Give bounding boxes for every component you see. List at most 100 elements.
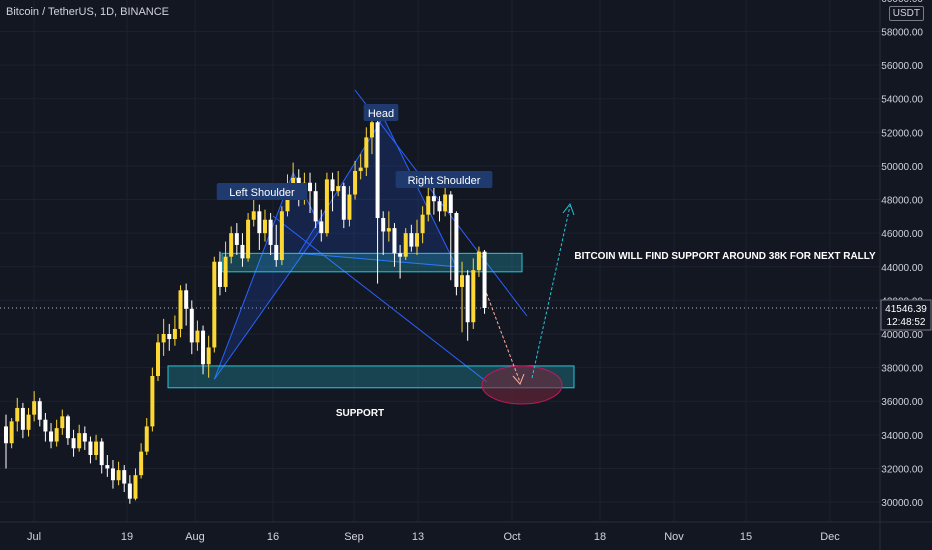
candle-body xyxy=(257,211,262,234)
annotation-labels: Head Left Shoulder Right Shoulder SUPPORT BI… xyxy=(216,104,876,419)
candle-body xyxy=(167,334,172,340)
candle xyxy=(26,407,31,437)
candle-body xyxy=(94,441,99,455)
candle-body xyxy=(420,214,425,234)
candle xyxy=(234,223,239,256)
y-tick-label: 58000.00 xyxy=(881,28,923,39)
candle xyxy=(195,320,200,351)
candle-body xyxy=(43,419,48,432)
candle xyxy=(465,270,470,341)
y-tick-label: 40000.00 xyxy=(881,330,923,341)
candle-body xyxy=(4,426,8,444)
x-tick-label: 19 xyxy=(121,531,133,543)
candle-body xyxy=(184,290,189,309)
price-axis: 30000.00 32000.00 34000.00 36000.00 38000.00… xyxy=(879,0,932,550)
head-label-bg xyxy=(363,104,399,121)
candle xyxy=(65,414,70,445)
candle-body xyxy=(364,137,369,168)
candle xyxy=(167,323,172,351)
candle xyxy=(308,172,313,213)
x-tick-label: 13 xyxy=(412,531,424,543)
candle xyxy=(82,426,87,450)
y-tick-label: 60000.00 xyxy=(881,0,923,5)
candle-body xyxy=(262,219,267,234)
candle-body xyxy=(414,233,419,247)
x-tick-label: 15 xyxy=(740,531,752,543)
candle xyxy=(369,117,374,155)
candle-body xyxy=(71,438,76,449)
candle xyxy=(144,418,149,455)
candle-body xyxy=(26,414,31,430)
last-price-badge-bg xyxy=(880,299,932,331)
y-tick-label: 48000.00 xyxy=(881,196,923,207)
y-tick-label: 36000.00 xyxy=(881,397,923,408)
candle xyxy=(324,172,329,237)
candle xyxy=(99,438,104,474)
candle xyxy=(240,233,245,267)
candle xyxy=(460,261,465,333)
forecast-note: BITCOIN WILL FIND SUPPORT AROUND 38K FOR… xyxy=(574,251,876,262)
support-zone xyxy=(167,365,575,389)
candle-body xyxy=(88,441,93,455)
candle-body xyxy=(358,167,363,171)
candle xyxy=(313,182,318,229)
y-tick-label: 30000.00 xyxy=(881,498,923,509)
x-tick-label: Nov xyxy=(664,531,684,543)
candle xyxy=(251,199,256,227)
candle-body xyxy=(99,441,104,466)
candle xyxy=(375,117,380,284)
candle xyxy=(110,460,115,489)
candle xyxy=(156,334,161,382)
left-shoulder-triangle xyxy=(213,171,322,380)
x-tick-label: Dec xyxy=(820,531,840,543)
candle-body xyxy=(195,330,200,343)
candle-body xyxy=(139,451,144,476)
candle xyxy=(476,246,481,277)
candle-body xyxy=(291,177,296,185)
candle-body xyxy=(178,290,183,329)
candle-body xyxy=(369,122,374,138)
right-shoulder-label: Right Shoulder xyxy=(395,171,493,188)
y-tick-label: 32000.00 xyxy=(881,464,923,475)
symbol-title: Bitcoin / TetherUS, 1D, BINANCE xyxy=(6,6,170,18)
candle-body xyxy=(110,468,115,481)
x-tick-label: 16 xyxy=(267,531,279,543)
candle xyxy=(4,414,8,469)
candle xyxy=(60,409,65,435)
candle xyxy=(189,300,194,355)
candle xyxy=(206,335,211,378)
candle-body xyxy=(37,401,42,420)
candle-body xyxy=(471,270,476,323)
y-tick-label: 54000.00 xyxy=(881,95,923,106)
candle-body xyxy=(150,376,155,427)
candle xyxy=(431,186,436,215)
head-label-text: Head xyxy=(368,108,394,120)
candle xyxy=(353,160,358,200)
candle xyxy=(246,213,251,262)
candle xyxy=(482,249,487,314)
x-tick-label: Aug xyxy=(185,531,205,543)
currency-badge[interactable]: USDT xyxy=(888,6,924,21)
candle xyxy=(172,315,177,346)
candle xyxy=(257,204,262,250)
candle-body xyxy=(82,433,87,442)
candle-body xyxy=(279,211,284,261)
candle-body xyxy=(240,244,245,259)
candle-body xyxy=(9,421,14,444)
y-tick-label: 34000.00 xyxy=(881,431,923,442)
candle-body xyxy=(476,251,481,271)
candle-body xyxy=(426,196,431,215)
last-price-value: 41546.39 xyxy=(885,304,927,315)
last-price-badge: 41546.39 12:48:52 xyxy=(880,299,932,331)
candle-body xyxy=(482,251,487,309)
time-axis: Jul 19 Aug 16 Sep 13 Oct 18 Nov 15 Dec xyxy=(0,521,932,543)
candle-body xyxy=(324,179,329,234)
candle xyxy=(336,170,341,197)
candle-body xyxy=(443,194,448,212)
candle-body xyxy=(144,426,149,452)
candle-body xyxy=(116,470,121,481)
candle-body xyxy=(77,433,82,449)
candle-body xyxy=(60,416,65,429)
candle xyxy=(386,211,391,242)
candle xyxy=(20,402,25,439)
